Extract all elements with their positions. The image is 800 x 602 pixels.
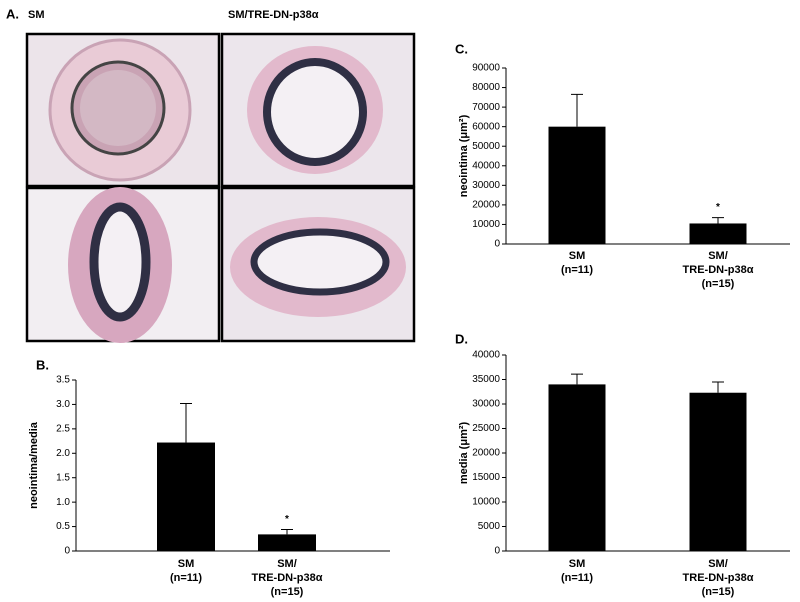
x-tick-label: (n=15) — [271, 586, 304, 598]
y-tick-label: 0 — [494, 239, 500, 250]
x-tick-label: SM/ — [708, 250, 728, 262]
x-tick-label: SM — [569, 250, 586, 262]
y-tick-label: 0.5 — [56, 521, 70, 532]
y-tick-label: 10000 — [472, 219, 500, 230]
panel-label: C. — [455, 41, 468, 56]
column-label: SM/TRE-DN-p38α — [228, 9, 319, 21]
x-tick-label: SM/ — [277, 558, 297, 570]
y-tick-label: 30000 — [472, 180, 500, 191]
x-tick-label: (n=11) — [561, 572, 593, 584]
y-axis-label: neointima (μm²) — [458, 114, 470, 197]
y-tick-label: 30000 — [472, 399, 500, 410]
histology-images — [25, 32, 416, 343]
y-tick-label: 2.0 — [56, 448, 70, 459]
x-tick-label: (n=15) — [702, 278, 735, 290]
x-tick-label: (n=11) — [170, 572, 202, 584]
bar — [548, 126, 606, 244]
x-tick-label: SM — [178, 558, 195, 570]
y-tick-label: 80000 — [472, 82, 500, 93]
y-tick-label: 10000 — [472, 497, 500, 508]
bar — [689, 223, 747, 244]
column-label: SM — [28, 9, 45, 21]
bar — [258, 534, 316, 551]
y-tick-label: 25000 — [472, 423, 500, 434]
y-tick-label: 90000 — [472, 63, 500, 74]
x-tick-label: SM/ — [708, 558, 728, 570]
y-tick-label: 0 — [494, 546, 500, 557]
y-tick-label: 50000 — [472, 141, 500, 152]
x-tick-label: SM — [569, 558, 586, 570]
significance-mark: * — [285, 514, 289, 525]
error-bar — [712, 217, 724, 224]
bar — [689, 392, 747, 551]
error-bar — [571, 373, 583, 385]
y-tick-label: 1.5 — [56, 472, 70, 483]
bar — [157, 442, 215, 551]
x-tick-label: (n=15) — [702, 586, 735, 598]
bar — [548, 384, 606, 551]
significance-mark: * — [716, 202, 720, 213]
y-axis-label: neointima/media — [28, 421, 40, 509]
error-bar — [571, 93, 583, 127]
error-bar — [281, 529, 293, 535]
y-tick-label: 40000 — [472, 350, 500, 361]
y-tick-label: 3.0 — [56, 399, 70, 410]
y-tick-label: 35000 — [472, 374, 500, 385]
y-tick-label: 1.0 — [56, 497, 70, 508]
x-tick-label: TRE-DN-p38α — [683, 572, 754, 584]
y-tick-label: 40000 — [472, 160, 500, 171]
panel-label: A. — [6, 6, 19, 21]
y-tick-label: 15000 — [472, 472, 500, 483]
y-tick-label: 0 — [64, 546, 70, 557]
panel-label: D. — [455, 331, 468, 346]
x-tick-label: (n=11) — [561, 264, 593, 276]
y-tick-label: 3.5 — [56, 375, 70, 386]
y-tick-label: 20000 — [472, 200, 500, 211]
y-axis-label: media (μm²) — [458, 421, 470, 484]
error-bar — [180, 402, 192, 443]
y-tick-label: 60000 — [472, 121, 500, 132]
y-tick-label: 70000 — [472, 102, 500, 113]
y-tick-label: 2.5 — [56, 423, 70, 434]
x-tick-label: TRE-DN-p38α — [252, 572, 323, 584]
panel-label: B. — [36, 357, 49, 372]
y-tick-label: 20000 — [472, 448, 500, 459]
y-tick-label: 5000 — [478, 521, 501, 532]
x-tick-label: TRE-DN-p38α — [683, 264, 754, 276]
error-bar — [712, 381, 724, 393]
